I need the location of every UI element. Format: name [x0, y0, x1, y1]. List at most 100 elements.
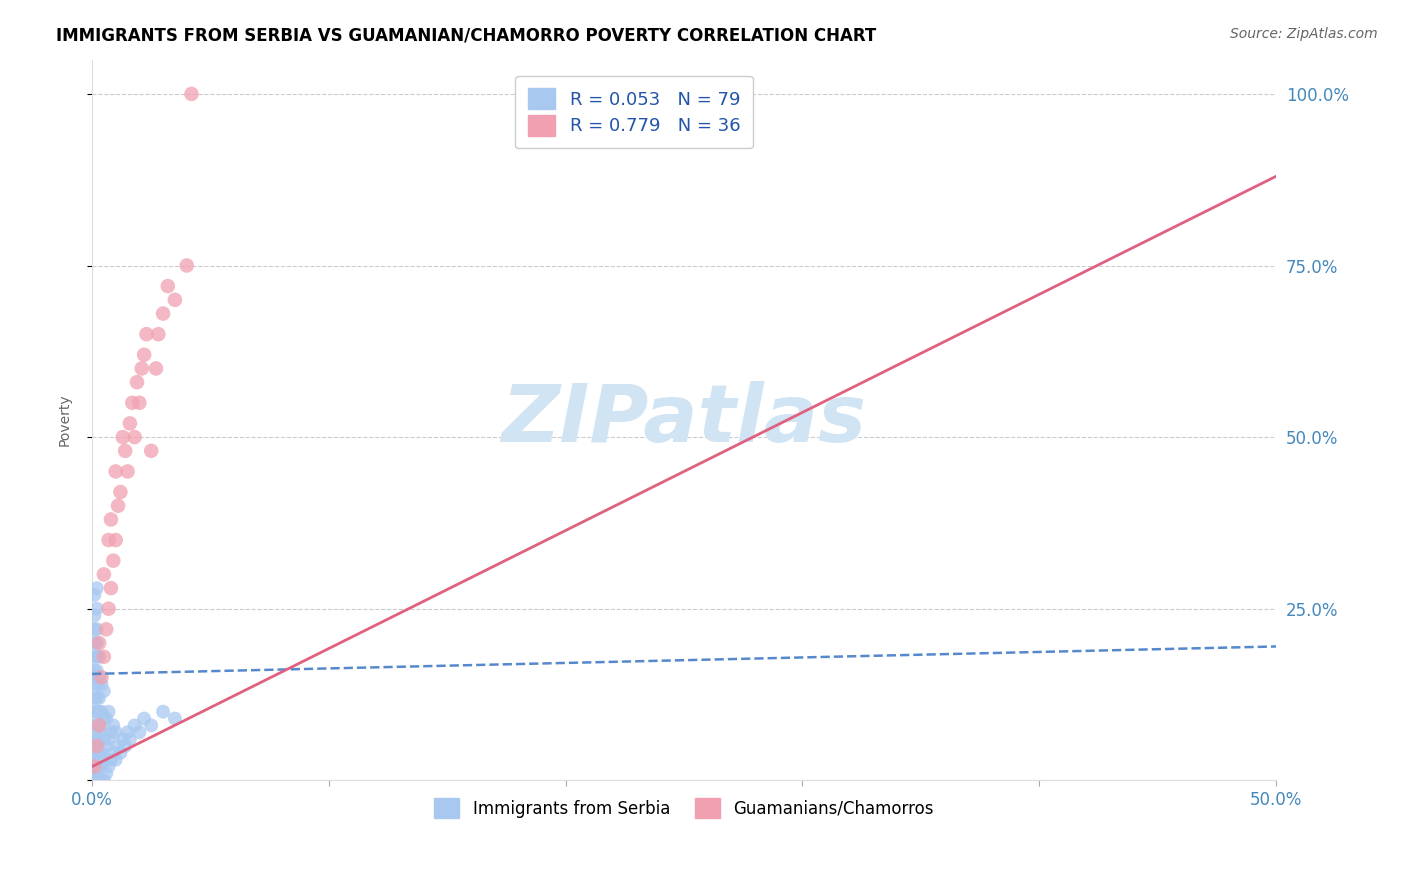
- Point: [97, 601, 120, 615]
- Point: [86, 636, 108, 650]
- Point: [110, 485, 132, 500]
- Point: [141, 443, 163, 458]
- Point: [176, 259, 198, 273]
- Point: [100, 725, 122, 739]
- Point: [103, 746, 125, 760]
- Point: [117, 725, 139, 739]
- Point: [100, 753, 122, 767]
- Point: [103, 554, 125, 568]
- Point: [93, 567, 115, 582]
- Point: [104, 465, 127, 479]
- Point: [83, 773, 105, 788]
- Point: [97, 732, 120, 747]
- Point: [96, 712, 118, 726]
- Point: [128, 725, 150, 739]
- Point: [83, 766, 105, 780]
- Point: [86, 649, 108, 664]
- Point: [96, 766, 118, 780]
- Point: [83, 690, 105, 705]
- Point: [83, 759, 105, 773]
- Point: [93, 773, 115, 788]
- Point: [86, 622, 108, 636]
- Point: [87, 670, 110, 684]
- Point: [83, 608, 105, 623]
- Point: [97, 759, 120, 773]
- Point: [86, 773, 108, 788]
- Point: [90, 746, 112, 760]
- Point: [86, 746, 108, 760]
- Point: [87, 705, 110, 719]
- Point: [86, 601, 108, 615]
- Point: [83, 649, 105, 664]
- Point: [86, 677, 108, 691]
- Point: [86, 664, 108, 678]
- Point: [90, 725, 112, 739]
- Point: [86, 705, 108, 719]
- Point: [107, 739, 129, 753]
- Point: [87, 718, 110, 732]
- Point: [180, 87, 202, 101]
- Point: [96, 739, 118, 753]
- Point: [83, 753, 105, 767]
- Point: [118, 417, 141, 431]
- Point: [93, 684, 115, 698]
- Point: [104, 533, 127, 547]
- Point: [83, 677, 105, 691]
- Point: [90, 773, 112, 788]
- Point: [93, 649, 115, 664]
- Text: Source: ZipAtlas.com: Source: ZipAtlas.com: [1230, 27, 1378, 41]
- Point: [86, 732, 108, 747]
- Point: [163, 293, 186, 307]
- Point: [87, 636, 110, 650]
- Point: [83, 718, 105, 732]
- Point: [97, 533, 120, 547]
- Point: [90, 705, 112, 719]
- Point: [148, 327, 170, 342]
- Point: [90, 677, 112, 691]
- Point: [121, 396, 143, 410]
- Point: [141, 718, 163, 732]
- Point: [87, 690, 110, 705]
- Point: [125, 375, 148, 389]
- Point: [97, 705, 120, 719]
- Point: [93, 712, 115, 726]
- Point: [118, 732, 141, 747]
- Point: [86, 739, 108, 753]
- Point: [114, 443, 136, 458]
- Point: [100, 581, 122, 595]
- Point: [111, 430, 134, 444]
- Point: [132, 712, 155, 726]
- Point: [83, 588, 105, 602]
- Point: [124, 718, 146, 732]
- Point: [103, 718, 125, 732]
- Point: [107, 499, 129, 513]
- Point: [87, 746, 110, 760]
- Point: [83, 622, 105, 636]
- Point: [86, 581, 108, 595]
- Point: [90, 670, 112, 684]
- Point: [87, 732, 110, 747]
- Point: [128, 396, 150, 410]
- Point: [83, 773, 105, 788]
- Point: [93, 732, 115, 747]
- Point: [83, 725, 105, 739]
- Point: [83, 636, 105, 650]
- Point: [87, 773, 110, 788]
- Point: [83, 746, 105, 760]
- Point: [110, 746, 132, 760]
- Legend: Immigrants from Serbia, Guamanians/Chamorros: Immigrants from Serbia, Guamanians/Chamo…: [426, 790, 942, 826]
- Point: [104, 725, 127, 739]
- Point: [96, 622, 118, 636]
- Point: [131, 361, 153, 376]
- Point: [152, 705, 174, 719]
- Point: [93, 753, 115, 767]
- Y-axis label: Poverty: Poverty: [58, 393, 72, 446]
- Point: [163, 712, 186, 726]
- Point: [87, 759, 110, 773]
- Point: [83, 670, 105, 684]
- Point: [83, 773, 105, 788]
- Point: [86, 759, 108, 773]
- Point: [145, 361, 167, 376]
- Point: [135, 327, 157, 342]
- Point: [114, 739, 136, 753]
